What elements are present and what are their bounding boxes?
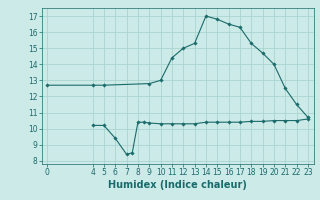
- X-axis label: Humidex (Indice chaleur): Humidex (Indice chaleur): [108, 180, 247, 190]
